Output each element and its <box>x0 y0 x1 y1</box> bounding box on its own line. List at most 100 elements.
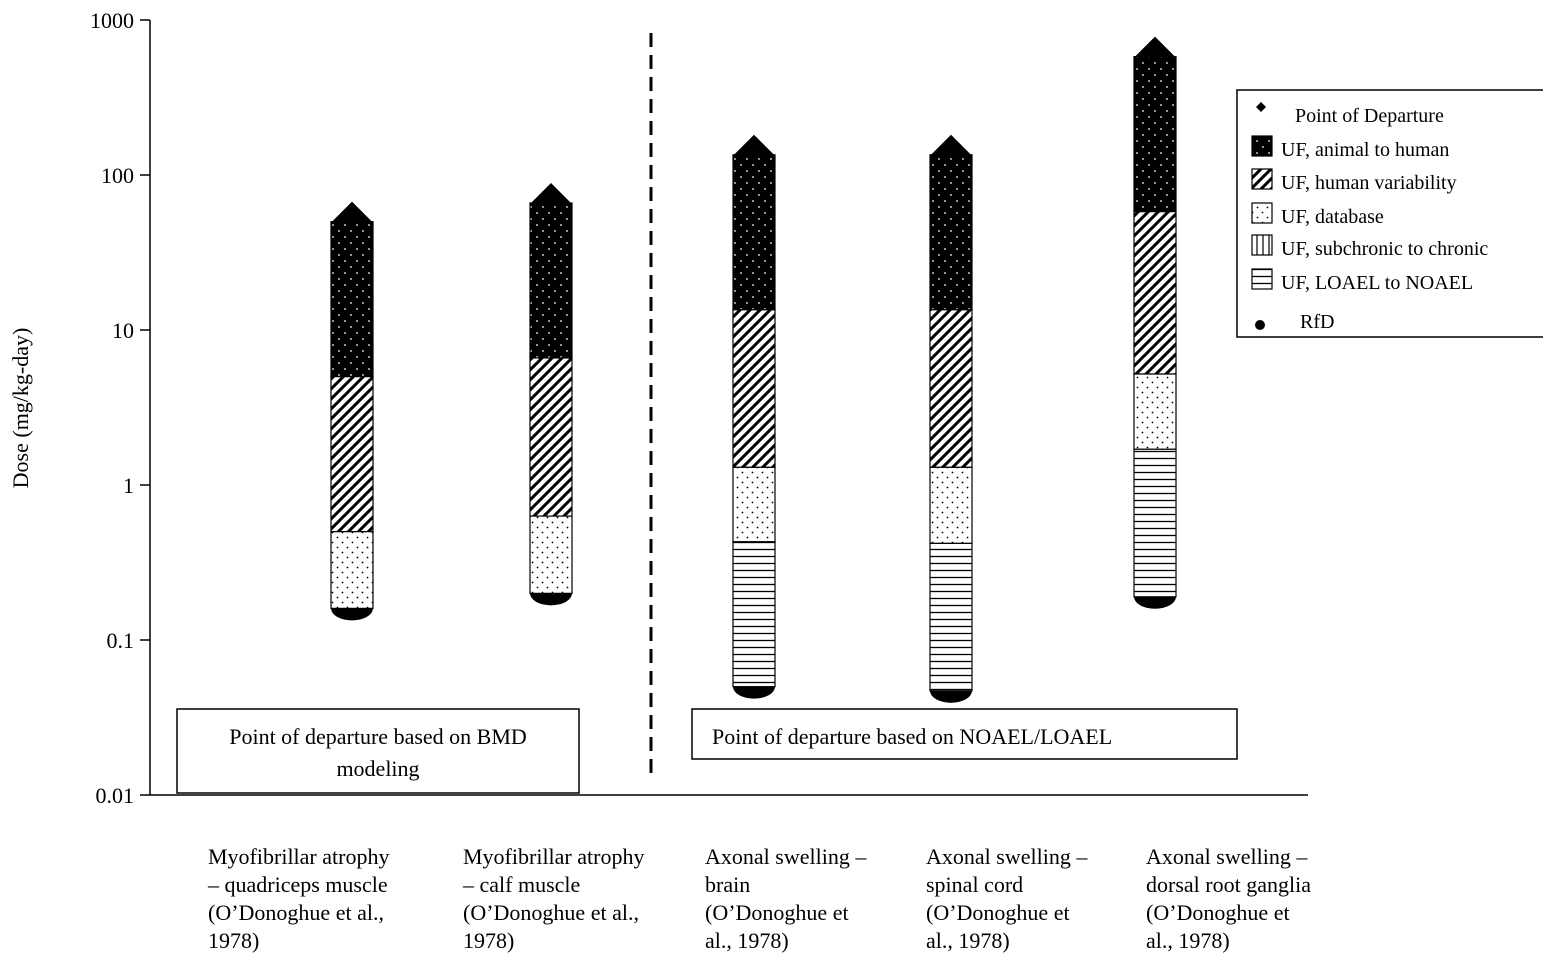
pod-marker <box>530 182 572 204</box>
x-category-label-line: spinal cord <box>926 872 1023 897</box>
bar-group <box>929 134 973 703</box>
x-category-label-line: (O’Donoghue et <box>926 900 1070 925</box>
x-category-label-line: – calf muscle <box>462 872 580 897</box>
legend-label: UF, animal to human <box>1281 139 1449 161</box>
category-labels: Myofibrillar atrophy – quadriceps muscle (… <box>207 844 1311 953</box>
x-category-label-line: – quadriceps muscle <box>207 872 388 897</box>
legend-item-loael: UF, LOAEL to NOAEL <box>1251 268 1473 294</box>
legend-swatch-dot <box>1255 320 1265 330</box>
bar-segment-loael <box>929 542 973 692</box>
y-axis <box>149 20 1308 796</box>
bar-group <box>732 134 776 699</box>
bars <box>330 36 1177 703</box>
bar-segment-animal <box>929 154 973 311</box>
pod-marker <box>733 134 775 156</box>
rfd-marker <box>1134 596 1176 609</box>
legend-label: UF, human variability <box>1281 172 1457 194</box>
legend-swatch <box>1251 234 1273 256</box>
legend-item-human: UF, human variability <box>1251 168 1457 194</box>
pod-marker <box>930 134 972 156</box>
legend-box <box>1236 89 1543 338</box>
bar-group <box>330 201 374 621</box>
bar-segment-animal <box>1133 56 1177 213</box>
rfd-marker <box>530 593 572 606</box>
x-category-label: Axonal swelling – spinal cord (O’Donoghue … <box>926 844 1088 953</box>
x-category-label: Axonal swelling – dorsal root ganglia (O’D… <box>1146 844 1311 953</box>
bar-segment-human <box>330 376 374 533</box>
legend-swatch <box>1251 168 1273 190</box>
y-axis-label: Dose (mg/kg-day) <box>8 328 33 489</box>
bar-segment-database <box>1133 373 1177 450</box>
rfd-marker <box>930 690 972 703</box>
x-category-label-line: (O’Donoghue et <box>1146 900 1290 925</box>
legend-label: RfD <box>1300 311 1334 333</box>
x-category-label-line: al., 1978) <box>705 928 789 953</box>
y-tick-label: 1000 <box>90 8 134 33</box>
bar-segment-animal <box>732 154 776 311</box>
x-category-label-line: Myofibrillar atrophy <box>463 844 644 869</box>
legend-label: UF, subchronic to chronic <box>1281 238 1488 260</box>
bar-segment-database <box>732 466 776 543</box>
legend-label: UF, LOAEL to NOAEL <box>1281 272 1473 294</box>
bar-segment-database <box>929 466 973 544</box>
x-category-label-line: Myofibrillar atrophy <box>208 844 389 869</box>
x-category-label-line: Axonal swelling – <box>1146 844 1308 869</box>
legend-item-animal: UF, animal to human <box>1251 135 1449 161</box>
legend-label: UF, database <box>1281 206 1384 228</box>
bar-segment-database <box>330 531 374 609</box>
legend: Point of Departure UF, animal to human UF,… <box>1236 89 1543 338</box>
x-category-label: Axonal swelling – brain (O’Donoghue et al.,… <box>705 844 867 953</box>
pod-marker <box>1134 36 1176 58</box>
bar-segment-loael <box>732 541 776 688</box>
legend-swatch <box>1251 135 1273 157</box>
bar-group <box>529 182 573 606</box>
x-category-label-line: brain <box>705 872 750 897</box>
x-category-label-line: (O’Donoghue et al., <box>208 900 384 925</box>
legend-swatch <box>1251 202 1273 224</box>
y-tick-label: 0.01 <box>96 783 135 808</box>
y-tick-label: 1 <box>123 473 134 498</box>
x-category-label-line: (O’Donoghue et al., <box>463 900 639 925</box>
x-category-label-line: dorsal root ganglia <box>1146 872 1311 897</box>
annotation-noael: Point of departure based on NOAEL/LOAEL <box>691 708 1238 760</box>
x-category-label-line: (O’Donoghue et <box>705 900 849 925</box>
bar-segment-human <box>732 309 776 468</box>
legend-label: Point of Departure <box>1295 105 1444 127</box>
y-tick-label: 100 <box>101 163 134 188</box>
x-category-label-line: Axonal swelling – <box>926 844 1088 869</box>
rfd-marker <box>733 686 775 699</box>
annotation-bmd-line-1: Point of departure based on BMD <box>229 724 527 749</box>
pod-marker <box>331 201 373 223</box>
bar-segment-human <box>929 309 973 468</box>
annotation-noael-line-1: Point of departure based on NOAEL/LOAEL <box>712 724 1112 749</box>
x-category-label-line: Axonal swelling – <box>705 844 867 869</box>
bar-segment-database <box>529 515 573 594</box>
y-tick-label: 10 <box>112 318 134 343</box>
annotation-bmd-line-2: modeling <box>336 756 419 781</box>
legend-items: Point of Departure UF, animal to human UF,… <box>1251 102 1488 333</box>
y-ticks: 1000 100 10 1 0.1 0.01 <box>90 8 150 808</box>
bar-segment-human <box>529 357 573 517</box>
x-category-label-line: 1978) <box>208 928 259 953</box>
x-category-label: Myofibrillar atrophy – quadriceps muscle (… <box>207 844 389 953</box>
legend-item-database: UF, database <box>1251 202 1384 228</box>
rfd-marker <box>331 608 373 621</box>
x-category-label-line: al., 1978) <box>926 928 1010 953</box>
legend-item-rfd: RfD <box>1255 311 1334 333</box>
x-category-label-line: 1978) <box>463 928 514 953</box>
bar-segment-animal <box>529 202 573 359</box>
bar-segment-animal <box>330 221 374 378</box>
x-category-label-line: al., 1978) <box>1146 928 1230 953</box>
legend-item-pod: Point of Departure <box>1256 102 1444 127</box>
annotation-bmd-box <box>176 708 580 794</box>
annotation-bmd: Point of departure based on BMD modeling <box>176 708 580 794</box>
annotation-noael-box <box>691 708 1238 760</box>
y-tick-label: 0.1 <box>107 628 135 653</box>
legend-swatch <box>1251 268 1273 290</box>
legend-swatch-diamond <box>1256 102 1266 112</box>
bar-segment-human <box>1133 211 1177 375</box>
bar-segment-loael <box>1133 448 1177 598</box>
bar-group <box>1133 36 1177 609</box>
legend-item-subchronic: UF, subchronic to chronic <box>1251 234 1488 260</box>
